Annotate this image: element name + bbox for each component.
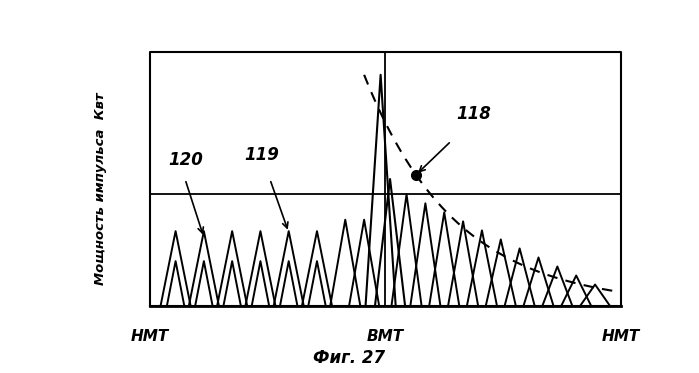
Text: ВМТ: ВМТ	[367, 329, 404, 344]
Text: 118: 118	[456, 105, 491, 123]
Text: НМТ: НМТ	[602, 329, 640, 344]
Text: Мощность импульса  Квт: Мощность импульса Квт	[94, 92, 108, 285]
Text: НМТ: НМТ	[131, 329, 168, 344]
Text: Фиг. 27: Фиг. 27	[313, 350, 386, 367]
Text: 119: 119	[244, 146, 279, 164]
Text: 120: 120	[168, 151, 203, 169]
